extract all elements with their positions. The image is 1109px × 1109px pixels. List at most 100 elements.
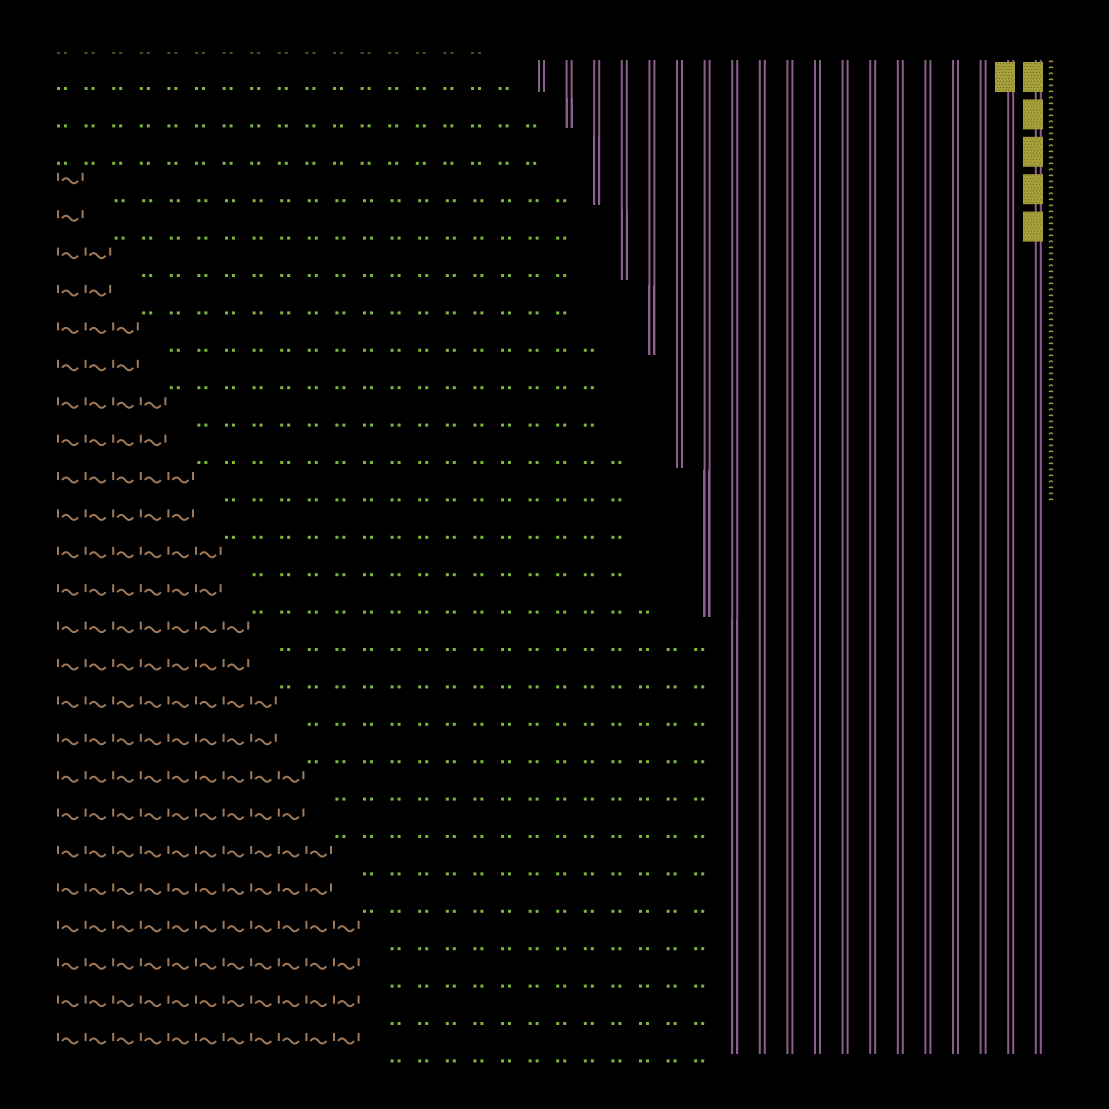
dot — [639, 610, 642, 614]
wave-tick — [139, 546, 142, 555]
dot — [91, 87, 95, 90]
wavy-edge — [1048, 216, 1054, 219]
dot — [395, 124, 399, 128]
dot — [618, 722, 622, 726]
dot — [425, 947, 429, 951]
wave-tilde — [144, 551, 162, 559]
shade-dot — [1024, 90, 1025, 91]
dot — [91, 161, 95, 165]
wave-tick — [57, 846, 59, 854]
dot — [528, 199, 532, 203]
dot — [390, 722, 394, 726]
wave-tilde — [88, 513, 107, 521]
shade-dot — [1037, 69, 1038, 70]
shade-dot — [1024, 115, 1025, 117]
bar-line — [929, 60, 932, 1054]
wave-tick — [84, 359, 87, 368]
shade-dot — [1024, 158, 1025, 160]
dot — [390, 872, 394, 876]
dot — [452, 236, 456, 240]
shade-dot — [1036, 233, 1037, 235]
wavy-edge — [1048, 90, 1054, 93]
dot — [418, 610, 422, 614]
dot — [370, 610, 373, 614]
wave-tick — [222, 771, 225, 780]
shade-dot — [1039, 109, 1040, 111]
wavy-edge — [1048, 378, 1054, 381]
dot — [471, 161, 474, 165]
shade-dot — [1027, 202, 1028, 204]
dot — [445, 947, 449, 951]
dot — [563, 573, 567, 577]
wave-tilde — [199, 962, 217, 970]
dot — [340, 124, 343, 128]
wave-tick — [333, 995, 335, 1004]
dot — [259, 498, 263, 502]
dot — [508, 797, 511, 801]
wavy-edge — [1048, 180, 1054, 183]
shade-dot — [1031, 161, 1032, 163]
wave-tick — [247, 659, 250, 667]
dot — [618, 648, 622, 651]
dot — [287, 199, 291, 203]
wave-tilde — [199, 626, 217, 634]
wavy-edge — [1048, 72, 1054, 75]
shade-dot — [1024, 140, 1025, 142]
dot — [225, 236, 228, 240]
wavy-edge — [1048, 234, 1054, 237]
dot — [443, 124, 447, 128]
dot — [204, 311, 208, 315]
shade-dot — [1031, 118, 1032, 120]
dot — [473, 236, 477, 240]
shade-dot — [1027, 233, 1028, 235]
dot — [425, 1059, 429, 1063]
dot — [397, 685, 401, 689]
dot — [583, 685, 587, 689]
dot — [673, 1022, 677, 1025]
shade-dot — [1034, 181, 1035, 183]
wave-tick — [305, 920, 308, 929]
dot — [335, 274, 339, 277]
dot — [418, 498, 422, 502]
wave-tilde — [226, 813, 245, 821]
shade-dot — [1031, 137, 1032, 139]
shade-dot — [1040, 199, 1041, 201]
shade-dot — [1033, 221, 1034, 223]
dot — [202, 52, 205, 54]
wave-tick — [81, 172, 84, 181]
dot — [370, 311, 373, 315]
dot — [204, 348, 208, 352]
dot — [370, 348, 373, 352]
dot — [445, 872, 449, 876]
shade-dot — [1040, 149, 1041, 151]
dot — [501, 984, 504, 988]
dot — [445, 610, 449, 614]
wave-tick — [250, 771, 253, 780]
dot — [501, 573, 504, 577]
dot — [314, 386, 318, 390]
dot — [225, 423, 228, 427]
shade-dot — [1030, 90, 1031, 91]
bar-line — [648, 60, 651, 355]
wave-tick — [84, 247, 87, 256]
dot — [528, 797, 532, 801]
dot — [370, 274, 373, 277]
shade-dot — [1031, 212, 1032, 214]
dot — [478, 87, 481, 90]
shade-dot — [1040, 181, 1041, 183]
dot — [142, 274, 146, 277]
shade-dot — [1040, 69, 1041, 70]
shade-dot — [1037, 212, 1038, 214]
bar-line — [1012, 60, 1015, 1054]
dot — [473, 423, 477, 427]
dot — [307, 535, 311, 539]
shade-dot — [1005, 90, 1006, 91]
dot — [425, 236, 429, 240]
dot — [280, 274, 284, 277]
dot — [445, 984, 449, 988]
dot — [618, 760, 622, 764]
wave-tilde — [171, 1000, 190, 1008]
dot — [390, 199, 394, 203]
wave-tilde — [171, 588, 190, 596]
dot — [473, 685, 477, 689]
